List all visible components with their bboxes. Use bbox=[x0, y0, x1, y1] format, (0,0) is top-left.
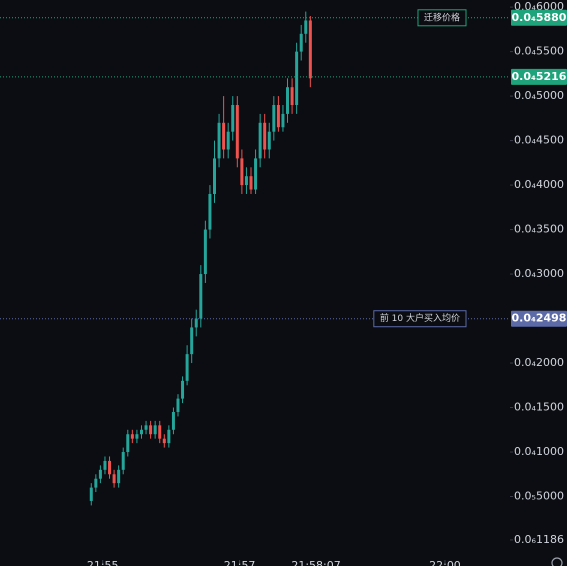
candle-body bbox=[185, 354, 189, 381]
candle-body bbox=[171, 411, 175, 430]
y-tick-label: 0.0₄3500 bbox=[514, 223, 564, 236]
candle-body bbox=[240, 158, 244, 186]
candle-body bbox=[158, 425, 162, 439]
candle-body bbox=[135, 434, 139, 439]
x-tick-label: 21:55 bbox=[87, 559, 119, 566]
y-tick-label: 0.0₄5500 bbox=[514, 45, 564, 58]
candle-body bbox=[144, 425, 148, 430]
candle-body bbox=[244, 176, 248, 186]
price-label-box bbox=[511, 9, 567, 26]
candle-body bbox=[121, 452, 125, 470]
candle-body bbox=[153, 425, 157, 435]
price-tag-label: 迁移价格 bbox=[424, 11, 460, 23]
candle-body bbox=[176, 398, 180, 412]
candle-body bbox=[130, 434, 134, 439]
candle-body bbox=[139, 429, 143, 435]
candle-body bbox=[263, 122, 267, 150]
price-tag-label: 前 10 大户买入均价 bbox=[380, 312, 460, 324]
candle-body bbox=[258, 122, 262, 159]
candle-body bbox=[203, 229, 207, 275]
candle-body bbox=[98, 469, 102, 479]
candle-body bbox=[117, 469, 121, 484]
price-label: 0.0₄5216 bbox=[512, 70, 567, 83]
candle-body bbox=[217, 122, 221, 159]
y-tick-label: 0.0₄3000 bbox=[514, 267, 564, 280]
y-tick-label: 0.0₄5000 bbox=[514, 89, 564, 102]
candle-body bbox=[226, 131, 230, 150]
candle-body bbox=[249, 176, 253, 190]
candle-body bbox=[299, 33, 303, 52]
candle-body bbox=[181, 380, 185, 399]
candle-body bbox=[290, 87, 294, 105]
crosshair-time-label: 21:58:07 bbox=[291, 559, 340, 566]
y-tick-label: 0.0₄4500 bbox=[514, 134, 564, 147]
candle-body bbox=[222, 122, 226, 150]
candle-body bbox=[89, 487, 93, 501]
candle-body bbox=[231, 104, 235, 132]
candle-body bbox=[126, 434, 130, 453]
candle-body bbox=[167, 429, 171, 444]
candle-body bbox=[108, 460, 112, 475]
y-tick-label: 0.0₄2000 bbox=[514, 356, 564, 369]
candle-body bbox=[281, 113, 285, 128]
y-tick-label: 0.0₄4000 bbox=[514, 178, 564, 191]
candle-body bbox=[149, 425, 153, 435]
candle-body bbox=[199, 274, 203, 319]
price-tag-box bbox=[417, 9, 467, 27]
price-label: 0.0₄2498 bbox=[512, 312, 567, 325]
candle-body bbox=[94, 478, 98, 488]
candle-body bbox=[276, 104, 280, 128]
candle-body bbox=[267, 131, 271, 150]
y-tick-label: 0.0₆1186 bbox=[514, 533, 564, 546]
x-tick-label: 22:00 bbox=[429, 559, 461, 566]
settings-icon[interactable] bbox=[551, 557, 563, 566]
candle-body bbox=[286, 87, 290, 114]
price-tag-box bbox=[373, 310, 467, 328]
y-tick-label: 0.0₄1000 bbox=[514, 445, 564, 458]
candle-body bbox=[295, 51, 299, 105]
candle-body bbox=[308, 20, 312, 79]
candle-body bbox=[235, 104, 239, 159]
candle-body bbox=[254, 158, 258, 190]
candle-body bbox=[190, 327, 194, 355]
y-tick-label: 0.0₅5000 bbox=[514, 490, 564, 503]
candle-body bbox=[304, 20, 308, 34]
price-label-box bbox=[511, 68, 567, 85]
price-label-box bbox=[511, 310, 567, 327]
price-label: 0.0₄5880 bbox=[512, 11, 567, 24]
y-tick-label: 0.0₄1500 bbox=[514, 401, 564, 414]
candle-body bbox=[162, 438, 166, 444]
candle-body bbox=[103, 460, 107, 470]
candle-body bbox=[212, 158, 216, 194]
x-tick-label: 21:57 bbox=[224, 559, 256, 566]
candle-body bbox=[194, 318, 198, 328]
candle-body bbox=[208, 193, 212, 230]
candle-body bbox=[112, 474, 116, 484]
candle-body bbox=[272, 104, 276, 132]
